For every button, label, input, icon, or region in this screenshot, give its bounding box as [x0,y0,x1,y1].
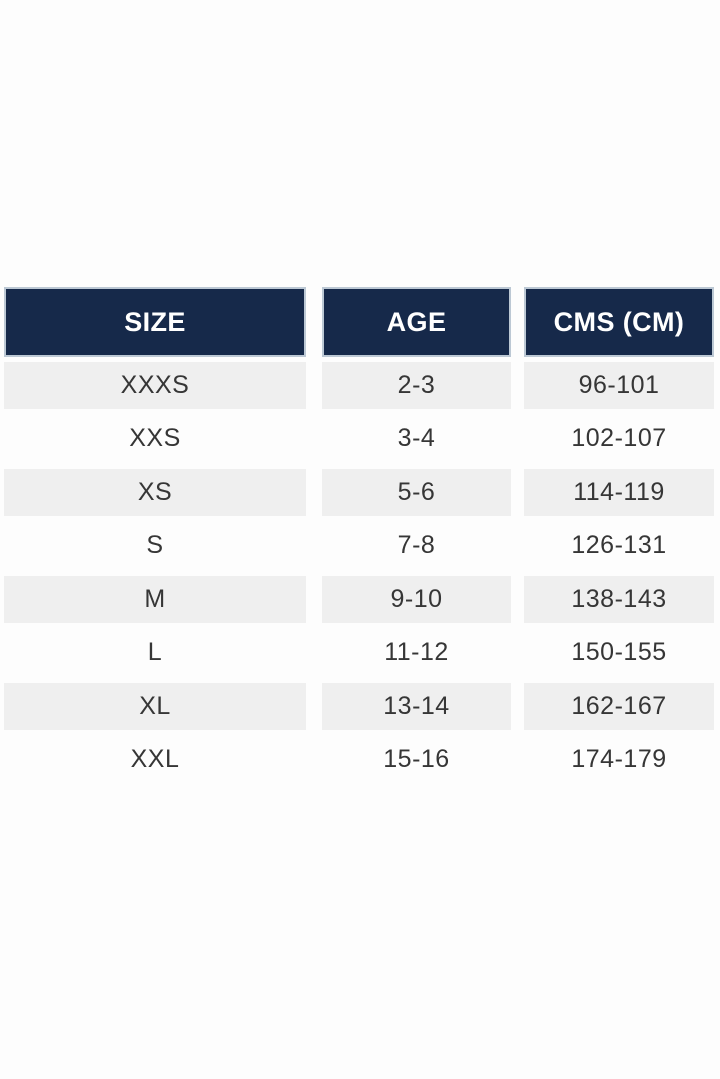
cell-age-xxxs: 2-3 [322,359,511,413]
cell-age-xxs: 3-4 [397,424,436,453]
cell-size-xxxs: XXXS [4,359,306,413]
column-size: SIZE XXXS XXS XS S M L XL XXL [4,287,306,787]
cell-age-xxl: 15-16 [383,745,450,774]
cell-age-l: 11-12 [384,638,449,667]
cell-size-s: S [146,531,164,560]
cell-size-xxl: XXL [130,745,180,774]
column-cms: CMS (CM) 96-101 102-107 114-119 126-131 … [524,287,714,787]
header-cell-cms: CMS (CM) [524,287,714,357]
cell-cms-xxxs: 96-101 [524,359,714,413]
cell-cms-xxl: 174-179 [571,745,667,774]
cell-cms-xxs: 102-107 [571,424,667,453]
cell-age-m: 9-10 [322,573,511,627]
header-cell-size: SIZE [4,287,306,357]
cell-size-xl: XL [4,680,306,734]
cell-size-l: L [147,638,163,667]
cell-cms-xl: 162-167 [524,680,714,734]
cell-age-xs: 5-6 [322,466,511,520]
cell-cms-s: 126-131 [571,531,667,560]
cell-cms-l: 150-155 [571,638,667,667]
cell-size-m: M [4,573,306,627]
cell-cms-m: 138-143 [524,573,714,627]
cell-age-xl: 13-14 [322,680,511,734]
cell-cms-xs: 114-119 [524,466,714,520]
cell-size-xs: XS [4,466,306,520]
cell-age-s: 7-8 [397,531,436,560]
header-cell-age: AGE [322,287,511,357]
size-chart-table: SIZE XXXS XXS XS S M L XL XXL AGE 2-3 3-… [4,287,714,787]
column-age: AGE 2-3 3-4 5-6 7-8 9-10 11-12 13-14 15-… [322,287,511,787]
cell-size-xxs: XXS [129,424,181,453]
